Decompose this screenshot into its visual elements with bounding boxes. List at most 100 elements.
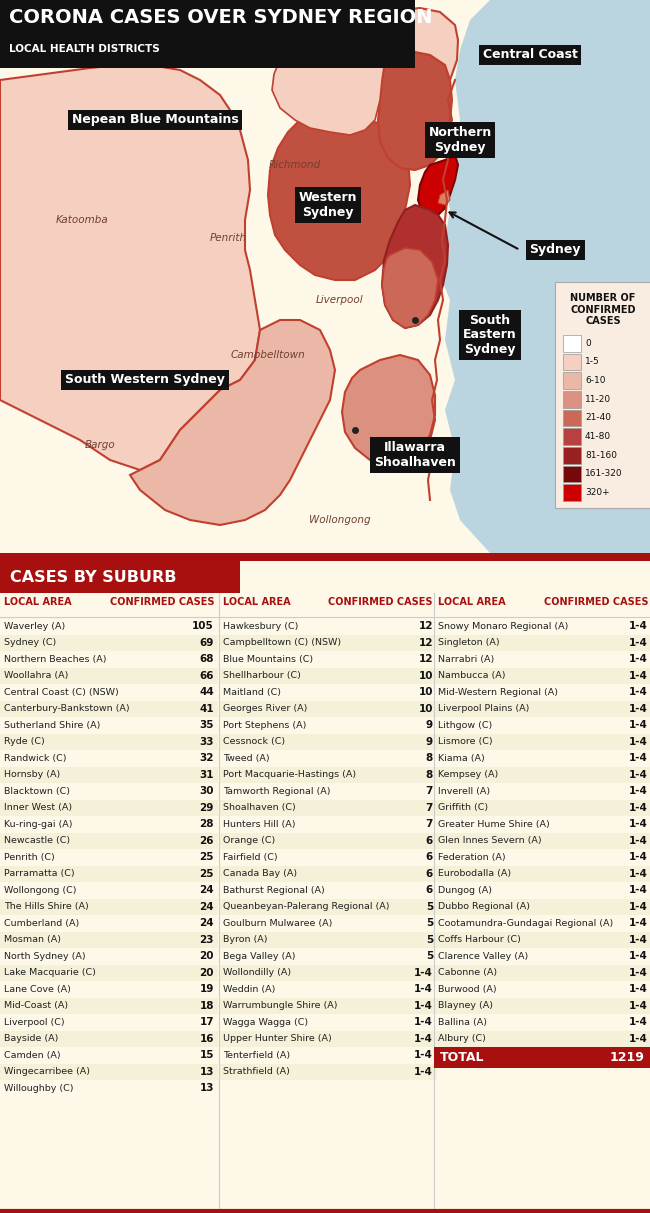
Text: Wingecarribee (A): Wingecarribee (A) [4, 1067, 90, 1076]
Text: Port Macquarie-Hastings (A): Port Macquarie-Hastings (A) [223, 770, 356, 779]
FancyBboxPatch shape [563, 484, 581, 501]
FancyBboxPatch shape [219, 784, 437, 799]
FancyBboxPatch shape [219, 949, 437, 964]
Polygon shape [342, 355, 435, 465]
FancyBboxPatch shape [219, 932, 437, 949]
Text: 1-4: 1-4 [629, 688, 648, 697]
Text: 1-4: 1-4 [629, 1001, 648, 1010]
Text: Lake Macquarie (C): Lake Macquarie (C) [4, 968, 96, 978]
Text: 41-80: 41-80 [585, 432, 611, 442]
Text: 10: 10 [419, 704, 433, 713]
Text: Cootamundra-Gundagai Regional (A): Cootamundra-Gundagai Regional (A) [438, 918, 613, 928]
Text: Canada Bay (A): Canada Bay (A) [223, 870, 297, 878]
Text: 1-4: 1-4 [629, 885, 648, 895]
Text: 8: 8 [426, 770, 433, 780]
Text: 1-4: 1-4 [629, 968, 648, 978]
Text: Katoomba: Katoomba [56, 215, 109, 224]
Text: Burwood (A): Burwood (A) [438, 985, 497, 993]
Text: 1-4: 1-4 [629, 836, 648, 845]
Text: Newcastle (C): Newcastle (C) [4, 836, 70, 845]
Text: LOCAL AREA: LOCAL AREA [438, 597, 506, 606]
FancyBboxPatch shape [219, 1047, 437, 1064]
Text: Kempsey (A): Kempsey (A) [438, 770, 499, 779]
FancyBboxPatch shape [0, 1064, 218, 1080]
FancyBboxPatch shape [0, 717, 218, 734]
Text: 1-4: 1-4 [629, 704, 648, 713]
Text: Sydney: Sydney [529, 244, 580, 256]
Text: Hunters Hill (A): Hunters Hill (A) [223, 820, 296, 828]
FancyBboxPatch shape [0, 799, 218, 816]
Text: 7: 7 [426, 819, 433, 830]
FancyBboxPatch shape [0, 949, 218, 964]
Text: 6: 6 [426, 836, 433, 845]
Text: 1-4: 1-4 [629, 621, 648, 631]
Text: 6: 6 [426, 885, 433, 895]
Text: 5: 5 [426, 935, 433, 945]
Text: 1-4: 1-4 [414, 968, 433, 978]
FancyBboxPatch shape [434, 1047, 650, 1067]
FancyBboxPatch shape [0, 667, 218, 684]
Text: Randwick (C): Randwick (C) [4, 753, 66, 763]
FancyBboxPatch shape [0, 964, 218, 981]
Text: Mid-Coast (A): Mid-Coast (A) [4, 1001, 68, 1010]
Text: Nambucca (A): Nambucca (A) [438, 671, 506, 680]
Text: 1-4: 1-4 [629, 654, 648, 665]
Text: Cessnock (C): Cessnock (C) [223, 738, 285, 746]
FancyBboxPatch shape [434, 832, 650, 849]
Text: 7: 7 [426, 803, 433, 813]
FancyBboxPatch shape [219, 866, 437, 882]
Text: Inner West (A): Inner West (A) [4, 803, 72, 813]
Text: Northern Beaches (A): Northern Beaches (A) [4, 655, 107, 664]
FancyBboxPatch shape [0, 832, 218, 849]
Text: Penrith (C): Penrith (C) [4, 853, 55, 861]
FancyBboxPatch shape [434, 667, 650, 684]
FancyBboxPatch shape [219, 997, 437, 1014]
FancyBboxPatch shape [563, 372, 581, 389]
Text: Nepean Blue Mountains: Nepean Blue Mountains [72, 114, 239, 126]
Text: 1-4: 1-4 [414, 1018, 433, 1027]
Text: Willoughby (C): Willoughby (C) [4, 1083, 73, 1093]
FancyBboxPatch shape [434, 866, 650, 882]
Text: Shoalhaven (C): Shoalhaven (C) [223, 803, 296, 813]
Text: Canterbury-Bankstown (A): Canterbury-Bankstown (A) [4, 705, 129, 713]
FancyBboxPatch shape [0, 981, 218, 997]
Text: Singleton (A): Singleton (A) [438, 638, 500, 648]
FancyBboxPatch shape [434, 1031, 650, 1047]
Text: LOCAL HEALTH DISTRICTS: LOCAL HEALTH DISTRICTS [9, 44, 160, 55]
FancyBboxPatch shape [0, 617, 218, 634]
FancyBboxPatch shape [219, 981, 437, 997]
Text: 24: 24 [200, 901, 214, 912]
Text: 105: 105 [192, 621, 214, 631]
Text: 16: 16 [200, 1033, 214, 1043]
Text: 1-4: 1-4 [629, 803, 648, 813]
Text: Georges River (A): Georges River (A) [223, 705, 307, 713]
Text: 1-4: 1-4 [629, 721, 648, 730]
FancyBboxPatch shape [0, 553, 650, 560]
FancyBboxPatch shape [0, 767, 218, 784]
Text: Kiama (A): Kiama (A) [438, 753, 485, 763]
Text: 1-4: 1-4 [414, 1050, 433, 1060]
Text: Orange (C): Orange (C) [223, 836, 275, 845]
Text: 26: 26 [200, 836, 214, 845]
FancyBboxPatch shape [219, 750, 437, 767]
Text: Port Stephens (A): Port Stephens (A) [223, 721, 306, 730]
FancyBboxPatch shape [219, 700, 437, 717]
Text: Sutherland Shire (A): Sutherland Shire (A) [4, 721, 100, 730]
Text: Narrabri (A): Narrabri (A) [438, 655, 494, 664]
FancyBboxPatch shape [219, 899, 437, 915]
Text: Waverley (A): Waverley (A) [4, 622, 65, 631]
FancyBboxPatch shape [219, 651, 437, 667]
Text: Wollondilly (A): Wollondilly (A) [223, 968, 291, 978]
FancyBboxPatch shape [563, 410, 581, 426]
Text: 1-4: 1-4 [629, 671, 648, 680]
FancyBboxPatch shape [219, 634, 437, 651]
Text: Wagga Wagga (C): Wagga Wagga (C) [223, 1018, 308, 1026]
Text: Bega Valley (A): Bega Valley (A) [223, 952, 296, 961]
FancyBboxPatch shape [434, 651, 650, 667]
Text: Wollongong: Wollongong [309, 516, 370, 525]
Text: Dungog (A): Dungog (A) [438, 885, 492, 895]
FancyBboxPatch shape [563, 391, 581, 408]
Text: 35: 35 [200, 721, 214, 730]
Polygon shape [382, 247, 438, 328]
Text: Penrith: Penrith [209, 233, 246, 243]
